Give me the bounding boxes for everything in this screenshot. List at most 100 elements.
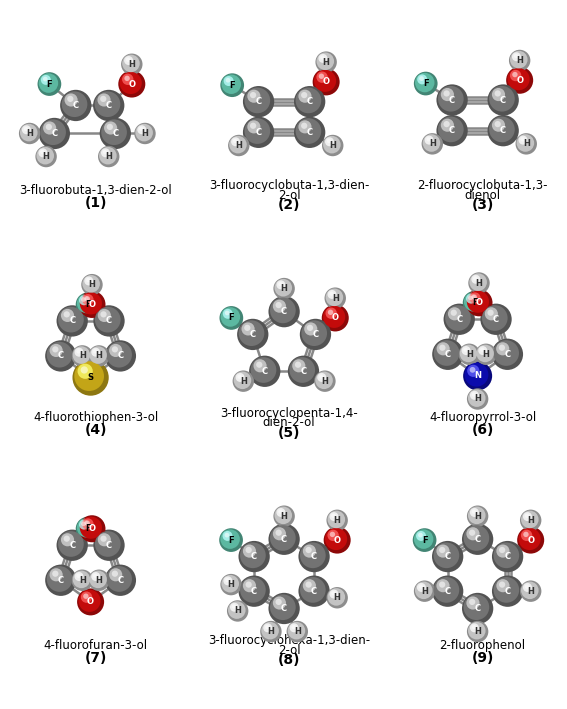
Circle shape (510, 51, 527, 68)
Circle shape (251, 357, 276, 383)
Circle shape (460, 345, 477, 362)
Circle shape (494, 121, 501, 127)
Circle shape (77, 294, 96, 313)
Text: H: H (474, 394, 481, 403)
Circle shape (298, 541, 330, 572)
Text: O: O (527, 535, 534, 545)
Text: H: H (429, 140, 436, 148)
Circle shape (19, 123, 40, 144)
Circle shape (40, 119, 66, 145)
Text: C: C (281, 535, 287, 544)
Text: H: H (79, 576, 86, 585)
Text: 3-fluorocyclopenta-1,4-: 3-fluorocyclopenta-1,4- (220, 406, 358, 420)
Text: C: C (112, 129, 119, 138)
Circle shape (464, 363, 488, 386)
Circle shape (519, 135, 527, 145)
Circle shape (41, 75, 51, 85)
Circle shape (514, 54, 518, 58)
Circle shape (49, 344, 63, 357)
Circle shape (473, 277, 477, 281)
Circle shape (472, 625, 476, 629)
Circle shape (521, 530, 532, 541)
Text: H: H (523, 140, 530, 148)
Circle shape (443, 90, 450, 96)
Circle shape (286, 621, 308, 642)
Circle shape (270, 298, 296, 323)
Text: C: C (281, 604, 287, 613)
Text: H: H (332, 294, 338, 303)
Circle shape (273, 300, 286, 313)
Text: C: C (307, 97, 313, 106)
Circle shape (35, 146, 57, 167)
Circle shape (246, 581, 252, 588)
Circle shape (112, 346, 118, 352)
Text: 3-fluorocyclobuta-1,3-dien-: 3-fluorocyclobuta-1,3-dien- (209, 179, 369, 192)
Circle shape (294, 86, 325, 117)
Text: H: H (476, 279, 483, 288)
Circle shape (291, 625, 296, 629)
Circle shape (469, 530, 475, 536)
Circle shape (219, 306, 243, 330)
Circle shape (470, 508, 479, 517)
Circle shape (328, 290, 337, 299)
Circle shape (20, 124, 37, 141)
Circle shape (228, 135, 249, 156)
Circle shape (488, 84, 519, 116)
Circle shape (469, 367, 476, 373)
Circle shape (507, 68, 530, 90)
Text: H: H (334, 593, 341, 602)
Circle shape (261, 622, 279, 640)
Text: F: F (422, 535, 428, 545)
Circle shape (273, 527, 286, 540)
Circle shape (469, 274, 487, 291)
Circle shape (325, 138, 334, 146)
Circle shape (468, 272, 490, 294)
Circle shape (101, 148, 110, 157)
Text: O: O (87, 598, 94, 606)
Text: H: H (281, 284, 287, 293)
Circle shape (124, 56, 133, 65)
Circle shape (289, 357, 315, 383)
Circle shape (467, 389, 488, 410)
Circle shape (493, 542, 519, 568)
Circle shape (437, 342, 450, 355)
Text: H: H (474, 627, 481, 636)
Circle shape (221, 307, 240, 327)
Text: C: C (445, 586, 451, 596)
Circle shape (419, 76, 424, 81)
Circle shape (250, 123, 256, 129)
Circle shape (468, 506, 485, 524)
Circle shape (417, 583, 426, 592)
Circle shape (523, 532, 528, 537)
Circle shape (100, 535, 107, 542)
Circle shape (485, 307, 498, 320)
Circle shape (60, 90, 91, 121)
Circle shape (437, 115, 468, 146)
Text: F: F (472, 298, 477, 307)
Circle shape (276, 508, 285, 517)
Circle shape (509, 50, 530, 71)
Circle shape (62, 91, 87, 117)
Text: H: H (43, 152, 49, 161)
Circle shape (441, 88, 454, 101)
Circle shape (434, 340, 459, 366)
Text: C: C (505, 586, 511, 596)
Text: C: C (505, 350, 510, 359)
Circle shape (278, 510, 282, 514)
Text: H: H (474, 512, 481, 520)
Text: C: C (311, 586, 317, 596)
Text: C: C (449, 126, 455, 135)
Text: C: C (311, 552, 317, 561)
Circle shape (298, 576, 330, 607)
Text: O: O (88, 300, 95, 309)
Circle shape (93, 90, 124, 121)
Circle shape (445, 305, 471, 331)
Text: H: H (128, 60, 136, 69)
Circle shape (49, 568, 63, 581)
Circle shape (295, 118, 321, 144)
Circle shape (315, 372, 333, 389)
Text: H: H (334, 516, 341, 525)
Circle shape (467, 527, 480, 540)
Circle shape (45, 340, 77, 372)
Circle shape (273, 506, 295, 527)
